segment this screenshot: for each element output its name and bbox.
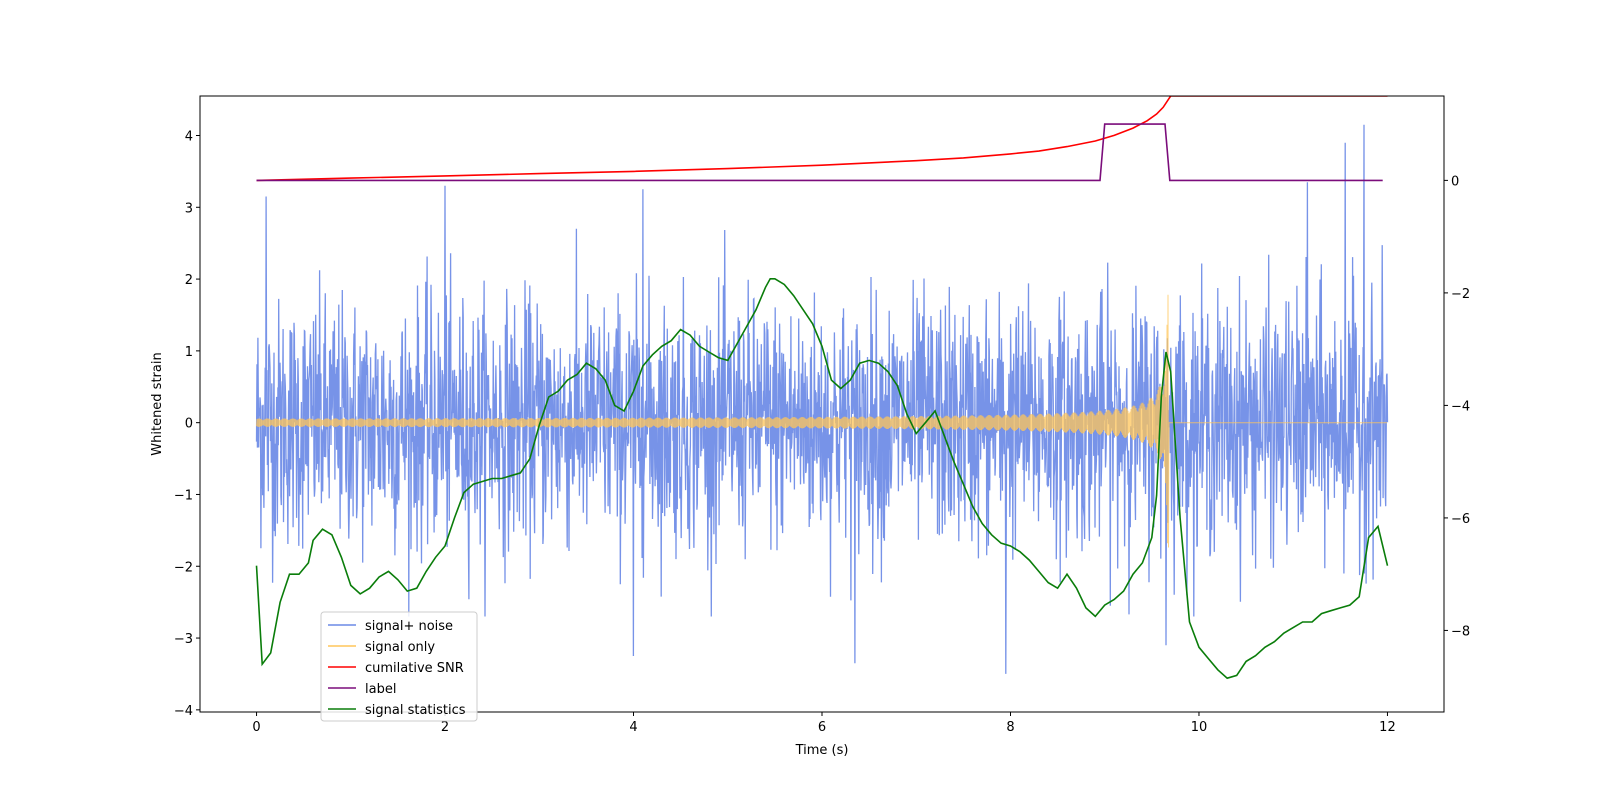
y2-tick-label-0: 0 (1451, 174, 1459, 189)
series-label (256, 123, 1383, 182)
x-tick-label-4: 4 (629, 720, 637, 735)
x-tick-label-2: 2 (441, 720, 449, 735)
series-signal-noise (255, 124, 1389, 674)
series-signal-only (256, 294, 1387, 548)
y2-tick-label--4: −4 (1451, 399, 1470, 414)
legend-label-label: label (365, 682, 396, 697)
legend-label-signal-noise: signal+ noise (365, 619, 453, 634)
y-tick-label--3: −3 (174, 632, 193, 647)
legend: signal+ noise signal only cumilative SNR… (320, 611, 478, 722)
x-tick-label-10: 10 (1191, 720, 1208, 735)
y-tick-label-2: 2 (185, 273, 193, 288)
x-tick-label-0: 0 (252, 720, 260, 735)
x-tick-label-12: 12 (1379, 720, 1396, 735)
legend-box (320, 611, 478, 722)
legend-label-cumulative-snr: cumilative SNR (365, 661, 464, 676)
y2-tick-label--6: −6 (1451, 512, 1470, 527)
y-tick-label-4: 4 (185, 129, 193, 144)
y-tick-label--2: −2 (174, 560, 193, 575)
y2-tick-label--2: −2 (1451, 287, 1470, 302)
series-signal-statistics (255, 277, 1389, 680)
series-cumilative-snr (256, 96, 1388, 182)
y-tick-label-1: 1 (185, 345, 193, 360)
y-tick-label-3: 3 (185, 201, 193, 216)
y-tick-label--4: −4 (174, 704, 193, 719)
y-tick-label--1: −1 (174, 488, 193, 503)
x-axis-label: Time (s) (795, 743, 849, 758)
legend-label-signal-only: signal only (365, 640, 435, 655)
legend-label-signal-statistics: signal statistics (365, 703, 466, 718)
series-layer (255, 96, 1389, 680)
y-tick-label-0: 0 (185, 417, 193, 432)
y-axis-label: Whitened strain (150, 352, 165, 455)
x-tick-label-8: 8 (1006, 720, 1014, 735)
x-tick-label-6: 6 (818, 720, 826, 735)
y2-tick-label--8: −8 (1451, 624, 1470, 639)
